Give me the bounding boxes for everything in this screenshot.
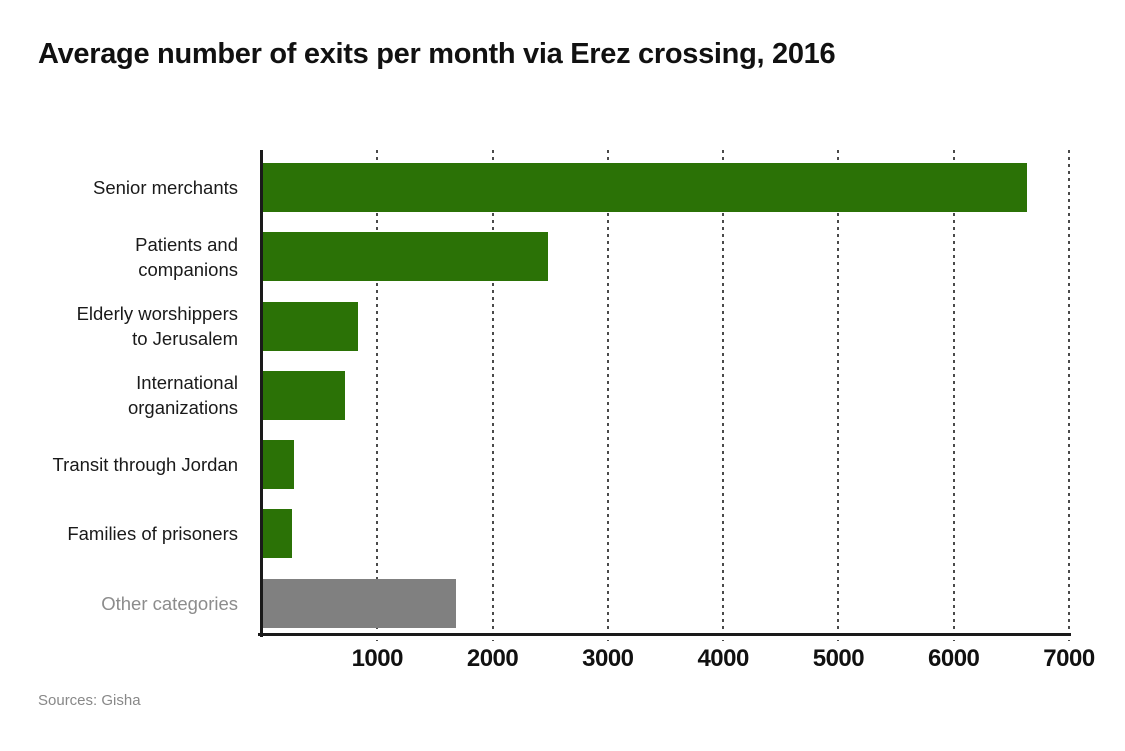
category-label-families-of-prisoners: Families of prisoners	[0, 509, 238, 558]
category-label-text: Elderly worshippers to Jerusalem	[76, 303, 238, 350]
category-label-text: Families of prisoners	[67, 523, 238, 545]
bar-senior-merchants	[263, 163, 1028, 212]
bar-other-categories	[263, 578, 456, 628]
bar-families-of-prisoners	[263, 509, 292, 559]
x-axis-line	[258, 633, 1071, 636]
category-label-other-categories: Other categories	[0, 579, 238, 628]
x-tick-5000: 5000	[812, 645, 865, 672]
x-tick-7000: 7000	[1043, 645, 1095, 672]
gridline-1000	[376, 150, 379, 641]
gridline-3000	[606, 150, 609, 641]
gridline-6000	[952, 150, 955, 641]
y-axis-line	[260, 150, 263, 637]
category-label-elderly-worshippers-to-jerusalem: Elderly worshippers to Jerusalem	[0, 302, 238, 351]
bar-elderly-worshippers-to-jerusalem	[263, 301, 358, 351]
gridline-5000	[837, 150, 840, 641]
bar-international-organizations	[263, 370, 345, 420]
category-label-senior-merchants: Senior merchants	[0, 163, 238, 212]
plot-area	[262, 150, 1070, 641]
category-label-text: Senior merchants	[93, 177, 238, 198]
category-label-patients-and-companions: Patients and companions	[0, 232, 238, 281]
gridline-7000	[1068, 150, 1070, 641]
category-label-international-organizations: International organizations	[0, 371, 238, 420]
x-tick-3000: 3000	[582, 645, 634, 672]
category-labels-layer: Senior merchants Patients and companions E…	[0, 150, 238, 635]
category-label-text: Patients and companions	[135, 233, 238, 280]
source-note: Sources: Gisha	[38, 692, 141, 709]
category-label-text: International organizations	[127, 372, 238, 419]
x-tick-2000: 2000	[466, 645, 519, 672]
category-label-text: Other categories	[101, 592, 238, 614]
gridline-4000	[722, 150, 725, 641]
x-tick-4000: 4000	[697, 645, 749, 672]
chart-title: Average number of exits per month via Er…	[38, 38, 836, 70]
category-label-text: Transit through Jordan	[52, 454, 238, 476]
bar-patients-and-companions	[263, 232, 548, 282]
gridline-2000	[491, 150, 494, 641]
x-tick-1000: 1000	[351, 645, 404, 672]
x-tick-6000: 6000	[928, 645, 980, 672]
category-label-transit-through-jordan: Transit through Jordan	[0, 440, 238, 489]
bar-transit-through-jordan	[263, 440, 295, 490]
